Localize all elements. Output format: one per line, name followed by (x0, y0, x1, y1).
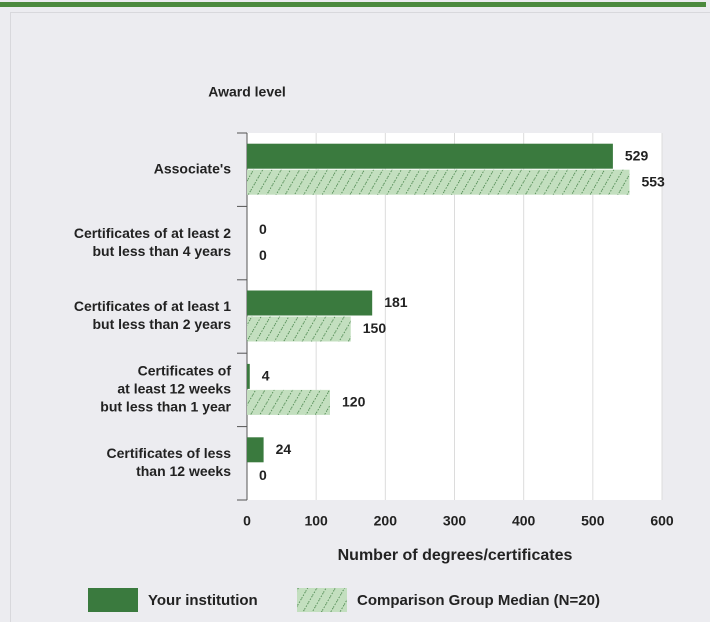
bar (247, 290, 373, 316)
value-label: 24 (276, 441, 292, 457)
value-label: 0 (259, 247, 267, 263)
x-tick-label: 100 (304, 513, 328, 529)
value-label: 553 (641, 173, 665, 189)
legend-label: Comparison Group Median (N=20) (357, 592, 600, 609)
x-tick-label: 300 (443, 513, 467, 529)
y-tick-label: Certificates of less (107, 445, 232, 461)
value-label: 0 (259, 467, 267, 483)
bar (247, 316, 351, 342)
legend-label: Your institution (148, 592, 258, 609)
value-label: 4 (262, 368, 270, 384)
value-label: 120 (342, 394, 366, 410)
legend-swatch (88, 588, 138, 612)
value-label: 150 (363, 320, 387, 336)
value-label: 0 (259, 221, 267, 237)
y-tick-label: but less than 1 year (100, 399, 231, 415)
bar (247, 143, 613, 169)
y-tick-label: Certificates of at least 2 (74, 225, 231, 241)
top-bar (0, 2, 706, 7)
value-label: 529 (625, 147, 649, 163)
bar (247, 437, 264, 463)
x-tick-label: 600 (650, 513, 674, 529)
bar (247, 389, 330, 415)
y-tick-label: Certificates of at least 1 (74, 298, 231, 314)
legend-swatch (297, 588, 347, 612)
x-tick-label: 400 (512, 513, 536, 529)
x-axis-label: Number of degrees/certificates (338, 547, 573, 564)
bar (247, 363, 250, 389)
y-tick-label: Certificates of (138, 363, 232, 379)
y-tick-label: but less than 4 years (92, 243, 231, 259)
y-tick-label: Associate's (154, 160, 231, 176)
x-tick-label: 200 (374, 513, 398, 529)
y-tick-label: than 12 weeks (136, 463, 231, 479)
y-tick-label: but less than 2 years (92, 316, 231, 332)
bar (247, 169, 630, 195)
y-tick-label: at least 12 weeks (117, 381, 231, 397)
x-tick-label: 500 (581, 513, 605, 529)
x-tick-label: 0 (243, 513, 251, 529)
value-label: 181 (384, 294, 408, 310)
chart-title: Award level (208, 84, 286, 100)
